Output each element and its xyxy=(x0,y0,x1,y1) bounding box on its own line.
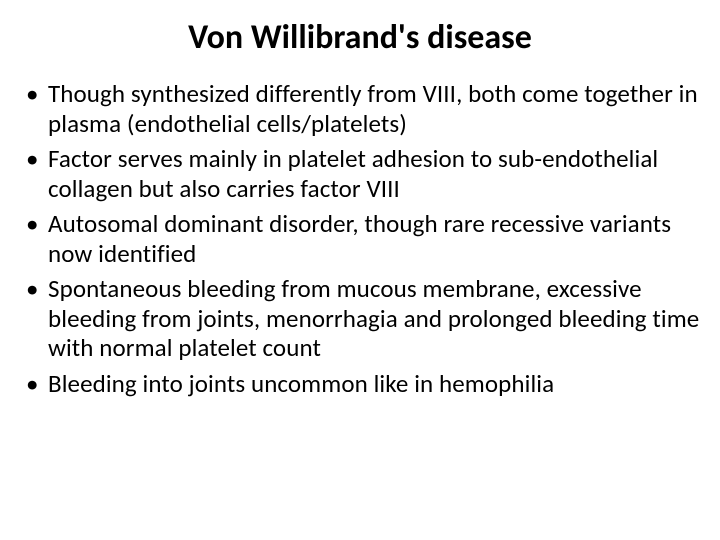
list-item: Bleeding into joints uncommon like in he… xyxy=(18,369,702,399)
list-item: Though synthesized differently from VIII… xyxy=(18,79,702,138)
slide: Von Willibrand's disease Though synthesi… xyxy=(0,0,720,540)
list-item: Factor serves mainly in platelet adhesio… xyxy=(18,144,702,203)
list-item: Autosomal dominant disorder, though rare… xyxy=(18,209,702,268)
bullet-list: Though synthesized differently from VIII… xyxy=(18,79,702,398)
slide-title: Von Willibrand's disease xyxy=(18,18,702,57)
list-item: Spontaneous bleeding from mucous membran… xyxy=(18,274,702,363)
